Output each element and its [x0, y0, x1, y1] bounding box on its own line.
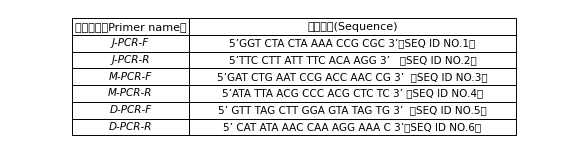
Bar: [72, 85, 189, 102]
Bar: [189, 35, 516, 52]
Bar: [189, 85, 516, 102]
Bar: [72, 18, 189, 35]
Text: M-PCR-F: M-PCR-F: [109, 72, 152, 82]
Bar: [189, 119, 516, 135]
Text: J-PCR-F: J-PCR-F: [112, 38, 149, 48]
Bar: [189, 102, 516, 119]
Text: J-PCR-R: J-PCR-R: [111, 55, 150, 65]
Text: M-PCR-R: M-PCR-R: [108, 88, 153, 98]
Text: 5’GAT CTG AAT CCG ACC AAC CG 3’  （SEQ ID NO.3）: 5’GAT CTG AAT CCG ACC AAC CG 3’ （SEQ ID …: [217, 72, 488, 82]
Text: 5’GGT CTA CTA AAA CCG CGC 3’（SEQ ID NO.1）: 5’GGT CTA CTA AAA CCG CGC 3’（SEQ ID NO.1…: [229, 38, 476, 48]
Text: D-PCR-R: D-PCR-R: [109, 122, 152, 132]
Text: 5’ CAT ATA AAC CAA AGG AAA C 3’（SEQ ID NO.6）: 5’ CAT ATA AAC CAA AGG AAA C 3’（SEQ ID N…: [223, 122, 481, 132]
Bar: [72, 35, 189, 52]
Text: 引物序列(Sequence): 引物序列(Sequence): [307, 22, 398, 32]
Bar: [189, 18, 516, 35]
Text: 5’TTC CTT ATT TTC ACA AGG 3’   （SEQ ID NO.2）: 5’TTC CTT ATT TTC ACA AGG 3’ （SEQ ID NO.…: [229, 55, 476, 65]
Text: 引物名称（Primer name）: 引物名称（Primer name）: [74, 22, 186, 32]
Text: D-PCR-F: D-PCR-F: [109, 105, 152, 115]
Text: 5’ GTT TAG CTT GGA GTA TAG TG 3’  （SEQ ID NO.5）: 5’ GTT TAG CTT GGA GTA TAG TG 3’ （SEQ ID…: [218, 105, 487, 115]
Bar: [72, 68, 189, 85]
Bar: [189, 52, 516, 68]
Bar: [189, 68, 516, 85]
Bar: [72, 102, 189, 119]
Bar: [72, 119, 189, 135]
Bar: [72, 52, 189, 68]
Text: 5’ATA TTA ACG CCC ACG CTC TC 3’ （SEQ ID NO.4）: 5’ATA TTA ACG CCC ACG CTC TC 3’ （SEQ ID …: [222, 88, 483, 98]
